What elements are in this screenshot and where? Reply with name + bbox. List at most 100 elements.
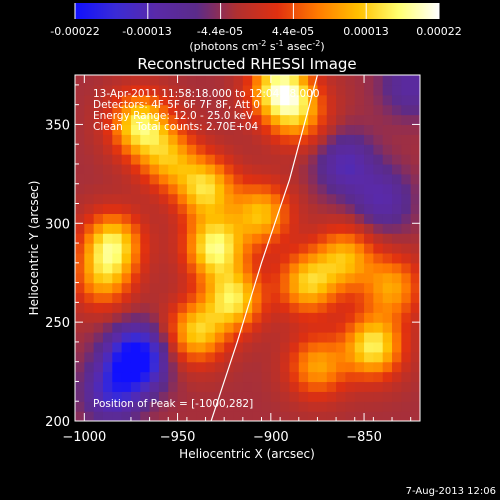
heatmap-cell [84, 104, 95, 116]
heatmap-cell [233, 381, 244, 392]
heatmap-cell [233, 371, 244, 383]
heatmap-cell [242, 94, 253, 106]
heatmap-cell [214, 243, 225, 254]
heatmap-cell [392, 154, 402, 165]
heatmap-cell [149, 163, 160, 175]
colorbar-ticks [74, 3, 440, 19]
heatmap-cell [261, 411, 272, 421]
heatmap-cell [149, 114, 160, 126]
heatmap-cell [280, 243, 291, 254]
heatmap-cell [168, 203, 179, 214]
heatmap-cell [233, 391, 244, 402]
heatmap-cell [298, 94, 309, 106]
heatmap-cell [158, 351, 169, 363]
heatmap-cell [214, 223, 225, 234]
heatmap-cell [345, 193, 356, 205]
peak-annotation: Position of Peak = [-1000,282] [93, 398, 253, 410]
heatmap-cell [102, 292, 113, 303]
heatmap-cell [308, 322, 319, 333]
heatmap-cell [242, 312, 253, 323]
heatmap-cell [140, 252, 151, 264]
heatmap-cell [261, 332, 272, 343]
heatmap-cell [186, 124, 197, 135]
heatmap-cell [214, 203, 225, 214]
heatmap-cell [382, 282, 393, 294]
heatmap-cell [354, 401, 365, 412]
heatmap-cell [336, 124, 347, 135]
heatmap-cell [317, 173, 328, 185]
heatmap-cell [373, 272, 384, 284]
heatmap-cell [214, 262, 225, 274]
heatmap-cell [186, 94, 197, 106]
heatmap-cell [336, 381, 347, 392]
heatmap-cell [130, 381, 141, 392]
heatmap-cell [401, 243, 412, 254]
heatmap-cell [84, 252, 95, 264]
heatmap-cell [149, 401, 160, 412]
heatmap-cell [345, 173, 356, 185]
heatmap-cell [336, 84, 347, 96]
heatmap-cell [102, 381, 113, 392]
heatmap-cell [326, 381, 337, 392]
heatmap-cell [140, 163, 151, 175]
heatmap-cell [401, 272, 412, 284]
heatmap-cell [382, 114, 393, 126]
heatmap-cell [196, 292, 207, 303]
heatmap-cell [112, 104, 123, 116]
heatmap-cell [382, 262, 393, 274]
heatmap-cell [336, 312, 347, 323]
heatmap-cell [270, 173, 281, 185]
heatmap-cell [121, 193, 132, 205]
heatmap-cell [149, 75, 160, 86]
heatmap-cell [93, 173, 104, 185]
heatmap-cell [280, 163, 291, 175]
heatmap-cell [373, 371, 384, 383]
heatmap-cell [373, 302, 384, 313]
heatmap-cell [252, 144, 263, 155]
heatmap-cell [102, 154, 113, 165]
heatmap-cell [298, 381, 309, 392]
heatmap-cell [75, 134, 85, 145]
heatmap-cell [289, 322, 300, 333]
heatmap-cell [373, 252, 384, 264]
heatmap-cell [186, 173, 197, 185]
heatmap-cell [354, 134, 365, 145]
heatmap-cell [261, 401, 272, 412]
heatmap-cell [410, 223, 420, 234]
heatmap-cell [121, 391, 132, 402]
heatmap-cell [298, 203, 309, 214]
heatmap-cell [410, 173, 420, 185]
heatmap-cell [410, 411, 420, 421]
heatmap-cell [280, 381, 291, 392]
heatmap-cell [261, 134, 272, 145]
heatmap-cell [252, 94, 263, 106]
heatmap-cell [196, 75, 207, 86]
heatmap-cell [336, 361, 347, 373]
heatmap-cell [205, 223, 216, 234]
heatmap-cell [233, 144, 244, 155]
heatmap-cell [121, 243, 132, 254]
heatmap-cell [382, 411, 393, 421]
heatmap-cell [308, 94, 319, 106]
limb-line-path [210, 75, 319, 421]
heatmap-cell [317, 154, 328, 165]
heatmap-cell [364, 75, 374, 86]
heatmap-cell [401, 233, 412, 244]
heatmap-cell [242, 163, 253, 175]
heatmap-cell [158, 312, 169, 323]
heatmap-cell [289, 144, 300, 155]
heatmap-cell [242, 332, 253, 343]
heatmap-cell [401, 154, 412, 165]
heatmap-cell [168, 272, 179, 284]
heatmap-cell [252, 371, 263, 383]
heatmap-cell [233, 124, 244, 135]
heatmap-cell [392, 84, 402, 96]
heatmap-cell [261, 381, 272, 392]
heatmap-cell [177, 322, 188, 333]
heatmap-cell [233, 361, 244, 373]
heatmap-cell [298, 391, 309, 402]
heatmap-cell [130, 322, 141, 333]
heatmap-cell [373, 243, 384, 254]
y-tick-label: 200 [45, 415, 70, 430]
heatmap-cell [177, 292, 188, 303]
